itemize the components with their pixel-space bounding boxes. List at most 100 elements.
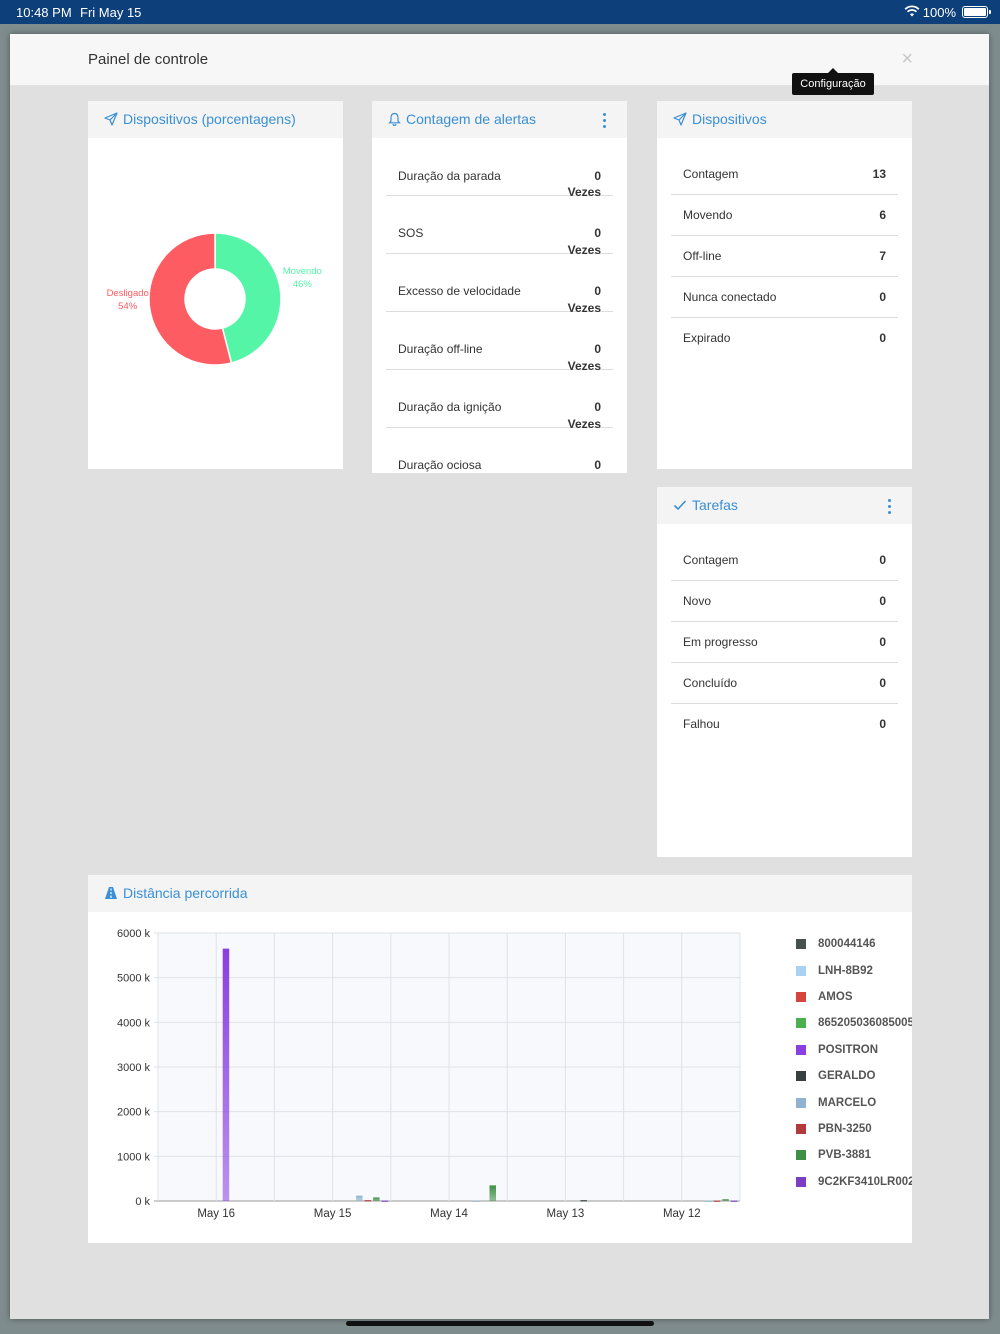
panel-header: Dispositivos (porcentagens)	[88, 101, 343, 138]
devices-row: Nunca conectado 0	[671, 277, 898, 318]
donut-slice[interactable]	[148, 232, 233, 366]
devices-row-value: 7	[879, 249, 886, 263]
tasks-row-value: 0	[879, 594, 886, 608]
legend-swatch	[796, 1097, 806, 1108]
alert-unit: Vezes	[567, 301, 601, 315]
legend-item[interactable]: POSITRON	[796, 1037, 912, 1063]
devices-row-name: Off-line	[683, 249, 722, 263]
legend-swatch	[796, 991, 806, 1002]
bar[interactable]	[472, 1200, 480, 1203]
tasks-row-name: Novo	[683, 594, 712, 608]
status-date: Fri May 15	[80, 5, 142, 20]
alert-row: Duração da parada 0 Vezes	[386, 138, 613, 199]
bar[interactable]	[489, 1185, 497, 1201]
legend-label: 9C2KF3410LR002	[818, 1175, 912, 1188]
legend-label: AMOS	[818, 990, 853, 1003]
legend-item[interactable]: PVB-3881	[796, 1142, 912, 1168]
alert-value: 0	[594, 400, 601, 414]
tasks-stats-list: Contagem 0 Novo 0 Em progresso 0 Concluído 0 Fal…	[657, 524, 912, 745]
legend-item[interactable]: LNH-8B92	[796, 957, 912, 983]
legend-item[interactable]: 800044146	[796, 931, 912, 957]
status-time: 10:48 PM	[16, 5, 72, 20]
devices-row-name: Nunca conectado	[683, 290, 777, 304]
bar[interactable]	[713, 1200, 721, 1203]
alert-value: 0	[594, 458, 601, 472]
legend-label: GERALDO	[818, 1070, 876, 1083]
legend-swatch	[796, 965, 806, 976]
legend-label: 865205036085005	[818, 1017, 912, 1030]
devices-panel: Dispositivos Contagem 13 Movendo 6 Off-line 7…	[657, 101, 912, 469]
alert-name: Excesso de velocidade	[398, 284, 521, 298]
x-tick-label: May 13	[547, 1208, 585, 1220]
donut-slice[interactable]	[214, 232, 282, 364]
legend-item[interactable]: MARCELO	[796, 1089, 912, 1115]
alert-unit: Vezes	[567, 417, 601, 431]
bar[interactable]	[730, 1200, 738, 1203]
distance-bar-chart: 0 k 1000 k 2000 k 3000 k 4000 k 5000 k 6000 k M…	[117, 928, 741, 1220]
checkmark-icon	[673, 500, 687, 511]
legend-item[interactable]: AMOS	[796, 984, 912, 1010]
panel-title: Distância percorrida	[123, 885, 248, 901]
y-tick-label: 4000 k	[117, 1017, 151, 1029]
legend-item[interactable]: GERALDO	[796, 1063, 912, 1089]
battery-percent: 100%	[922, 5, 956, 20]
donut-label: Movendo	[283, 266, 322, 277]
home-indicator[interactable]	[346, 1321, 654, 1326]
bar[interactable]	[705, 1200, 712, 1203]
devices-row-name: Movendo	[683, 208, 733, 222]
tasks-row-name: Em progresso	[683, 635, 758, 649]
bar[interactable]	[381, 1200, 389, 1203]
devices-row: Movendo 6	[671, 195, 898, 236]
devices-row: Contagem 13	[671, 154, 898, 195]
bar[interactable]	[222, 948, 230, 1201]
legend-item[interactable]: 865205036085005	[796, 1010, 912, 1036]
devices-row-value: 6	[879, 208, 886, 222]
tasks-row-value: 0	[879, 635, 886, 649]
devices-row-value: 0	[879, 290, 886, 304]
legend-label: POSITRON	[818, 1043, 879, 1056]
tasks-row-value: 0	[879, 553, 886, 567]
donut-percent: 46%	[293, 279, 313, 290]
bar[interactable]	[373, 1197, 380, 1201]
devices-row-value: 13	[872, 167, 886, 181]
status-bar: 10:48 PM Fri May 15 100%	[0, 0, 1000, 24]
y-tick-label: 2000 k	[117, 1107, 151, 1119]
x-tick-label: May 16	[197, 1208, 235, 1220]
bar[interactable]	[356, 1195, 363, 1201]
panel-title: Dispositivos (porcentagens)	[123, 111, 296, 127]
legend-label: LNH-8B92	[818, 964, 873, 977]
legend-label: 800044146	[818, 938, 876, 951]
alert-name: Duração off-line	[398, 342, 483, 356]
paper-plane-icon	[673, 112, 687, 126]
y-tick-label: 0 k	[135, 1196, 150, 1208]
more-options-icon[interactable]	[603, 113, 607, 129]
chart-legend: 800044146 LNH-8B92 AMOS 865205036085005 POSI…	[796, 931, 912, 1195]
legend-item[interactable]: PBN-3250	[796, 1116, 912, 1142]
alert-unit: Vezes	[567, 185, 601, 199]
panel-title: Dispositivos	[692, 111, 767, 127]
bar[interactable]	[722, 1199, 729, 1201]
legend-label: MARCELO	[818, 1096, 877, 1109]
more-options-icon[interactable]	[888, 499, 892, 515]
tasks-row: Falhou 0	[671, 704, 898, 745]
bar[interactable]	[580, 1200, 587, 1202]
legend-swatch	[796, 1176, 806, 1187]
y-tick-label: 3000 k	[117, 1062, 151, 1074]
bar[interactable]	[364, 1200, 372, 1202]
battery-icon	[962, 6, 991, 18]
tasks-row: Contagem 0	[671, 540, 898, 581]
tasks-row: Concluído 0	[671, 663, 898, 704]
close-icon[interactable]: ×	[901, 48, 913, 70]
legend-swatch	[796, 1123, 806, 1134]
y-tick-label: 1000 k	[117, 1151, 151, 1163]
alert-value: 0	[594, 226, 601, 240]
tasks-row-value: 0	[879, 717, 886, 731]
devices-row-name: Expirado	[683, 331, 731, 345]
alert-unit: Vezes	[567, 243, 601, 257]
legend-swatch	[796, 1018, 806, 1029]
paper-plane-icon	[104, 112, 118, 126]
dashboard-modal: Painel de controle × Configuração Dispos…	[10, 34, 989, 1319]
alert-value: 0	[594, 284, 601, 298]
x-tick-label: May 12	[663, 1208, 701, 1220]
legend-item[interactable]: 9C2KF3410LR002	[796, 1169, 912, 1195]
